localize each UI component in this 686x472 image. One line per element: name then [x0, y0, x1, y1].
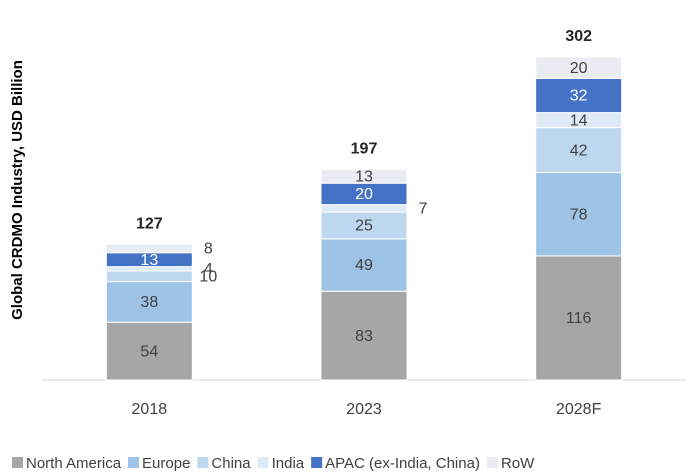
data-label: 116: [566, 310, 592, 327]
data-label: 49: [355, 257, 373, 274]
legend-label: India: [272, 455, 305, 472]
legend-label: China: [211, 455, 251, 472]
legend-label: North America: [26, 455, 122, 472]
legend-label: Europe: [142, 455, 190, 472]
data-label: 7: [419, 201, 428, 218]
bar-segment: [320, 290, 408, 381]
data-label: 4: [204, 261, 213, 278]
bar-segment: [535, 172, 623, 257]
bar-segment: [105, 270, 193, 283]
legend-swatch: [486, 457, 498, 468]
data-label: 38: [140, 294, 158, 311]
legend-swatch: [12, 457, 23, 468]
legend-swatch: [197, 457, 209, 468]
data-label: 83: [355, 328, 373, 345]
data-label: 54: [140, 343, 158, 360]
total-label: 127: [136, 215, 163, 232]
legend-swatch: [311, 457, 323, 468]
bar-segment: [535, 56, 623, 79]
data-label: 13: [140, 252, 158, 269]
x-tick-label: 2018: [132, 401, 168, 418]
bar-segment: [535, 127, 623, 174]
total-label: 197: [351, 141, 378, 158]
total-label: 302: [565, 28, 592, 45]
bar-segment: [320, 168, 408, 184]
bar-segment: [320, 238, 408, 292]
data-label: 32: [570, 88, 588, 105]
data-label: 20: [570, 60, 588, 77]
data-label: 10: [199, 268, 217, 285]
bar-segment: [320, 204, 408, 213]
data-label: 78: [570, 206, 588, 223]
bar-segment: [535, 77, 623, 114]
legend-swatch: [257, 457, 269, 468]
legend-label: RoW: [501, 455, 535, 472]
bar-segment: [105, 243, 193, 254]
x-tick-label: 2028F: [556, 401, 602, 418]
legend-swatch: [128, 457, 140, 468]
data-label: 14: [570, 112, 588, 129]
y-axis-title: Global CRDMO Industry, USD Billion: [9, 60, 26, 320]
bar-segment: [105, 281, 193, 323]
data-label: 20: [355, 186, 373, 203]
data-label: 42: [570, 142, 588, 159]
data-label: 13: [355, 168, 373, 185]
x-tick-label: 2023: [346, 401, 382, 418]
legend-label: APAC (ex-India, China): [325, 455, 480, 472]
data-label: 25: [355, 218, 373, 235]
data-label: 8: [204, 241, 213, 258]
bar-segment: [320, 211, 408, 240]
bar-segment: [105, 321, 193, 381]
